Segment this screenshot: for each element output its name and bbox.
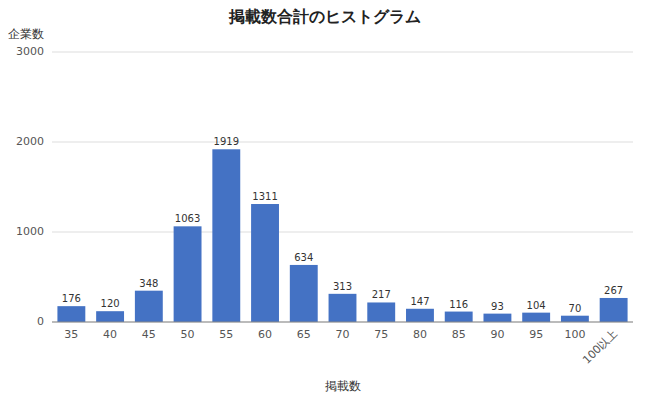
data-label: 267 [604,285,623,296]
y-tick-label: 3000 [16,45,44,58]
bar [483,314,511,322]
x-tick-label: 75 [374,328,388,341]
x-tick-label: 85 [452,328,466,341]
bar [522,313,550,322]
bar [135,291,163,322]
bar [96,311,124,322]
data-label: 70 [569,303,582,314]
y-tick-label: 0 [37,315,44,328]
bars [57,149,627,322]
bar [290,265,318,322]
x-tick-label: 45 [142,328,156,341]
x-tick-label: 80 [413,328,427,341]
bar [212,149,240,322]
data-label: 120 [101,298,120,309]
bar [406,309,434,322]
title: 掲載数合計のヒストグラム [228,7,421,26]
x-tick-label: 65 [297,328,311,341]
x-tick-label: 70 [336,328,350,341]
data-label: 1063 [175,213,200,224]
data-label: 176 [62,293,81,304]
bar [367,302,395,322]
bar [174,226,202,322]
x-tick-label: 90 [490,328,504,341]
data-label: 147 [410,296,429,307]
grid-line [52,52,633,53]
y-tick-label: 1000 [16,225,44,238]
x-tick-label: 35 [64,328,78,341]
chart: 0 1000 2000 3000 176 120 348 1063 1919 1311 634 313… [0,0,649,400]
bar [600,298,628,322]
bar [57,306,85,322]
x-tick-label: 40 [103,328,117,341]
x-tick-label: 60 [258,328,272,341]
y-axis-label: 企業数 [8,27,44,41]
x-axis-label: 掲載数 [325,379,361,393]
x-tick-label: 100以上 [580,327,620,367]
x-tick-label: 95 [529,328,543,341]
x-tick-label: 100 [564,328,585,341]
data-label: 217 [372,289,391,300]
grid [52,52,633,322]
x-tick-label: 55 [219,328,233,341]
y-tick-label: 2000 [16,135,44,148]
bar [445,312,473,322]
bar [251,204,279,322]
data-label: 93 [491,301,504,312]
grid-line [52,142,633,143]
data-label: 116 [449,299,468,310]
data-label: 1919 [214,136,239,147]
data-label: 104 [527,300,546,311]
data-label: 313 [333,281,352,292]
data-label: 634 [294,252,313,263]
bar [561,316,589,322]
grid-line [52,232,633,233]
x-tick-label: 50 [181,328,195,341]
grid-line [52,322,633,323]
data-label: 1311 [252,191,277,202]
chart-container: 0 1000 2000 3000 176 120 348 1063 1919 1311 634 313… [0,0,649,400]
x-axis-line [52,322,633,323]
bar [329,294,357,322]
data-label: 348 [139,278,158,289]
